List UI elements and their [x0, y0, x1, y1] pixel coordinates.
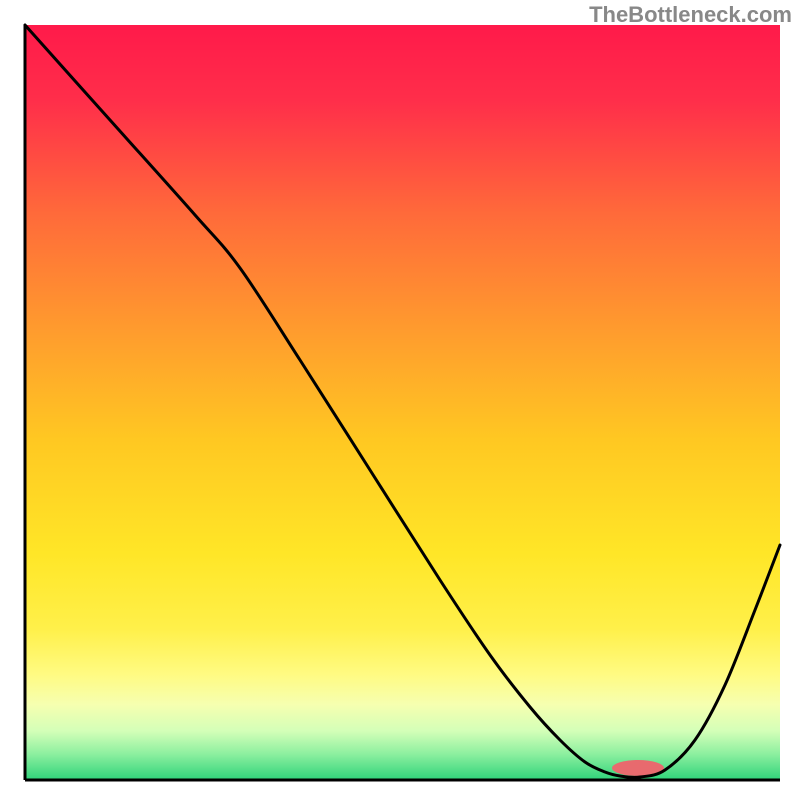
watermark-text: TheBottleneck.com	[589, 2, 792, 28]
bottleneck-chart	[0, 0, 800, 800]
plot-background	[25, 25, 780, 780]
chart-container: TheBottleneck.com	[0, 0, 800, 800]
